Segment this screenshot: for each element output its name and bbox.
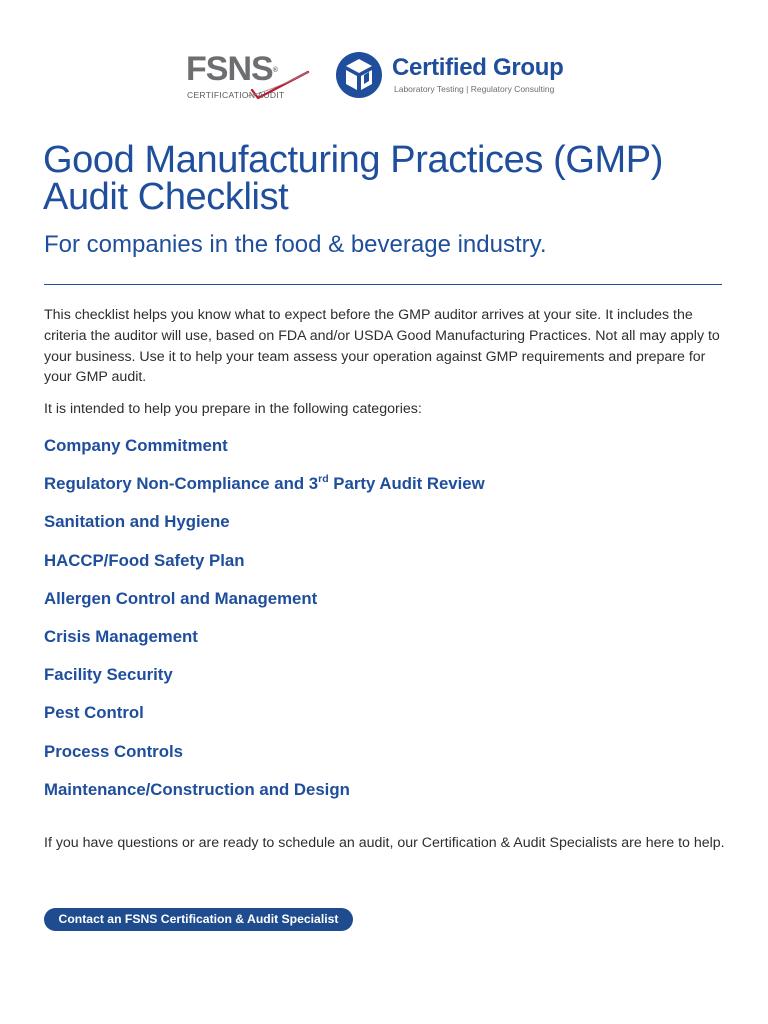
category-item-allergen-control: Allergen Control and Management [44, 588, 318, 608]
intro-paragraph: This checklist helps you know what to ex… [44, 307, 720, 386]
fsns-registered-mark: ® [272, 67, 278, 74]
category-item-facility-security: Facility Security [44, 665, 173, 685]
page-title: Good Manufacturing Practices (GMP) Audit… [43, 139, 663, 218]
closing-paragraph: If you have questions or are ready to sc… [44, 835, 725, 851]
category-item-maintenance: Maintenance/Construction and Design [44, 779, 350, 799]
title-divider [44, 284, 722, 285]
certified-group-logo-tagline: Laboratory Testing | Regulatory Consulti… [394, 84, 555, 94]
page-title-line-1: Good Manufacturing Practices (GMP) [43, 139, 663, 181]
category-item-pest-control: Pest Control [44, 703, 144, 723]
categories-lead-in: It is intended to help you prepare in th… [44, 401, 422, 417]
fsns-logo-subtitle: CERTIFICATION AUDIT [187, 90, 285, 100]
category-item-text-rest: Party Audit Review [328, 474, 485, 494]
category-item-company-commitment: Company Commitment [44, 436, 228, 455]
page-title-line-2: Audit Checklist [43, 176, 289, 218]
category-item-sanitation: Sanitation and Hygiene [44, 512, 230, 532]
certified-group-mark-icon [336, 52, 382, 98]
logo-bar: FSNS® CERTIFICATION AUDIT Certified Grou… [186, 48, 586, 104]
category-item-process-controls: Process Controls [44, 741, 183, 761]
category-item-regulatory-non-compliance: Regulatory Non-Compliance and 3rd Party … [44, 472, 485, 510]
page-subtitle: For companies in the food & beverage ind… [44, 231, 547, 258]
category-item-text: Regulatory Non-Compliance and 3 [44, 474, 319, 494]
checkmark-swoosh-icon [247, 70, 310, 100]
contact-specialist-button[interactable]: Contact an FSNS Certification & Audit Sp… [44, 908, 353, 931]
category-item-haccp: HACCP/Food Safety Plan [44, 550, 245, 570]
ordinal-suffix: rd [318, 472, 329, 485]
certified-group-logo-name: Certified Group [392, 54, 564, 81]
category-list: Company Commitment Regulatory Non-Compli… [44, 434, 485, 816]
fsns-logo-name: FSNS [186, 50, 274, 88]
fsns-logo: FSNS® CERTIFICATION AUDIT [186, 52, 311, 102]
category-item-crisis-management: Crisis Management [44, 626, 198, 646]
certified-group-logo: Certified Group Laboratory Testing | Reg… [334, 48, 586, 104]
